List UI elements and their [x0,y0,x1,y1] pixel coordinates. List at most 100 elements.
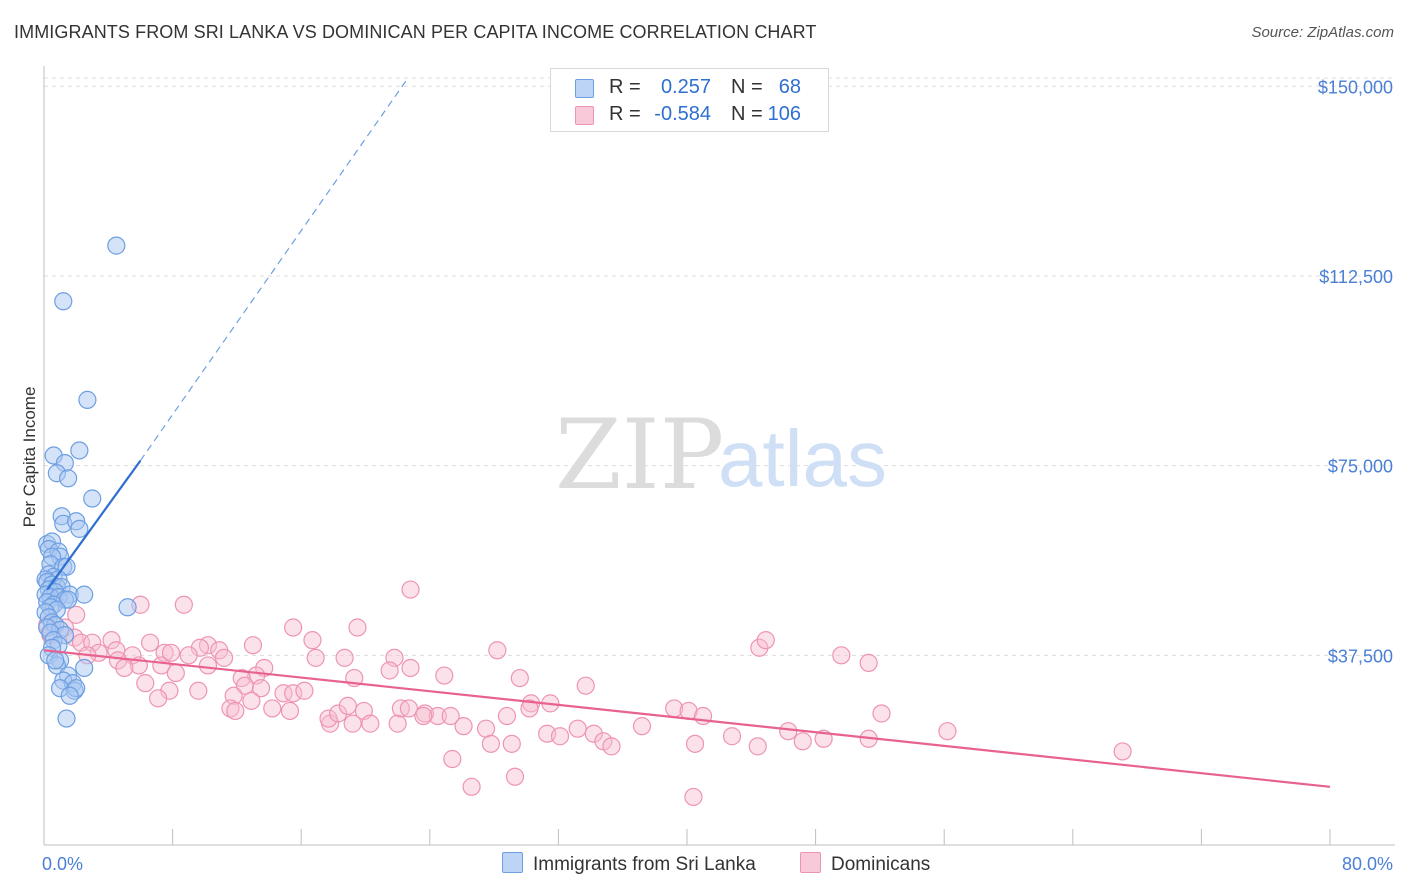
dominican-point [505,767,525,786]
legend-r-label: R = [609,103,641,125]
dominican-point [568,719,587,738]
dominican-point [399,699,419,718]
dominican-point [149,689,168,708]
dominican-point [756,631,775,650]
dominican-point [243,636,263,655]
dominican-point [488,641,507,660]
dominican-point [632,717,652,736]
dominican-point [319,709,338,728]
legend-n-value: 106 [767,103,801,125]
dominican-point [443,749,462,769]
dominican-point [174,595,193,614]
dominican-point [161,643,181,662]
y-tick-label: $150,000 [1318,77,1393,97]
gridlines [44,77,1395,656]
dominican-point [779,722,798,741]
dominican-point [226,701,245,721]
sri-lanka-point [54,292,73,311]
dominican-point [859,653,878,673]
dominican-point [722,727,742,746]
chart-title: IMMIGRANTS FROM SRI LANKA VS DOMINICAN P… [14,22,817,42]
dominican-point [140,633,160,652]
trend-lines [43,80,1331,788]
legend-row-dominicans: R = -0.584 N = 106 [551,102,828,128]
dominican-point [550,727,570,746]
dominicans-trend-line [43,649,1331,788]
dominican-point [306,648,325,667]
dominican-point [401,658,420,678]
dominican-point [388,714,407,733]
dominican-point [520,699,539,718]
watermark-atlas: atlas [718,414,887,503]
sri-lanka-point [78,390,97,409]
dominican-point [198,656,218,675]
dominican-point [284,684,303,703]
dominican-point [793,732,812,751]
sri-lanka-point [57,709,76,728]
bottom-legend-dominicans: Dominicans [800,852,930,876]
sri-lanka-point [59,590,78,609]
correlation-legend: R = 0.257 N = 68 R = -0.584 N = 106 [550,68,829,132]
dominican-point [179,646,198,665]
dominican-point [938,722,957,741]
dominican-point [280,701,300,721]
dominican-point [476,719,496,738]
dominican-point [684,787,703,807]
sri-lanka-point [75,585,94,604]
bottom-legend-label: Dominicans [831,854,931,875]
bottom-legend-sri-lanka: Immigrants from Sri Lanka [502,852,756,876]
legend-n-label: N = [731,103,763,125]
dominican-point [343,714,362,733]
dominican-point [263,699,282,718]
dominican-point [303,631,322,650]
x-tick-label-min: 0.0% [42,854,83,874]
dominican-point [462,777,481,796]
watermark-zip: ZIP [555,399,724,511]
legend-row-sri-lanka: R = 0.257 N = 68 [551,75,828,101]
dominican-point [102,631,121,650]
dominican-point [348,618,367,637]
bottom-legend-label: Immigrants from Sri Lanka [533,854,756,875]
axes [43,66,1395,846]
source-label: Source: ZipAtlas.com [1251,24,1394,41]
dominican-point [67,605,86,624]
dominican-point [481,734,500,753]
legend-n-label: N = [731,76,763,98]
dominican-point [338,696,357,716]
dominican-point [214,648,234,667]
y-tick-label: $37,500 [1328,646,1393,666]
sri-lanka-point [59,469,78,488]
sri-lanka-points [36,236,137,728]
dominican-point [454,717,473,736]
dominican-point [361,714,380,733]
y-axis-label: Per Capita Income [20,387,39,528]
sri-lanka-point [70,519,89,538]
dominican-point [329,704,348,723]
watermark: ZIP atlas [555,399,887,511]
dominican-point [295,681,314,700]
dominican-point [584,724,603,743]
sri-lanka-point [83,489,102,508]
dominican-point [750,638,769,657]
dominican-point [502,734,521,753]
dominican-point [251,679,271,698]
dominicans-points [38,580,1132,807]
sri-lanka-point [118,598,137,617]
dominican-point [497,706,517,726]
dominican-point [441,706,460,726]
dominican-point [832,646,851,665]
dominican-point [380,661,399,680]
dominican-point [1113,742,1132,761]
bottom-legend-swatch-pink [800,852,821,873]
x-axis-tick-labels: 0.0% 80.0% [42,854,1393,874]
dominican-point [510,668,529,688]
sri-lanka-trend-extension [139,80,407,461]
dominican-point [242,691,261,710]
legend-swatch-blue [575,79,594,98]
dominican-point [274,684,293,703]
sri-lanka-point [107,236,126,255]
dominican-point [115,658,134,678]
legend-r-value: -0.584 [654,103,711,125]
dominican-point [284,618,303,637]
